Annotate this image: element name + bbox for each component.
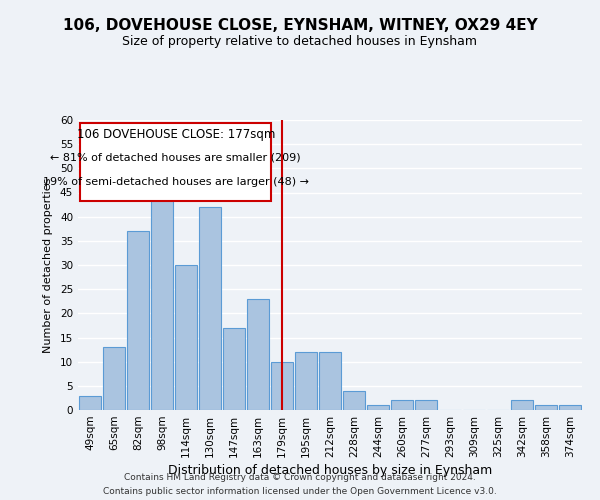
Bar xyxy=(535,405,557,410)
Bar xyxy=(151,178,173,410)
Bar xyxy=(223,328,245,410)
Bar xyxy=(343,390,365,410)
Bar xyxy=(103,347,125,410)
FancyBboxPatch shape xyxy=(80,123,271,201)
X-axis label: Distribution of detached houses by size in Eynsham: Distribution of detached houses by size … xyxy=(168,464,492,477)
Bar xyxy=(319,352,341,410)
Bar xyxy=(127,231,149,410)
Text: 19% of semi-detached houses are larger (48) →: 19% of semi-detached houses are larger (… xyxy=(43,176,309,186)
Text: 106 DOVEHOUSE CLOSE: 177sqm: 106 DOVEHOUSE CLOSE: 177sqm xyxy=(77,128,275,140)
Text: Size of property relative to detached houses in Eynsham: Size of property relative to detached ho… xyxy=(122,35,478,48)
Bar xyxy=(511,400,533,410)
Bar xyxy=(415,400,437,410)
Bar xyxy=(79,396,101,410)
Bar xyxy=(559,405,581,410)
Bar xyxy=(391,400,413,410)
Bar xyxy=(271,362,293,410)
Y-axis label: Number of detached properties: Number of detached properties xyxy=(43,178,53,352)
Bar xyxy=(199,207,221,410)
Text: 106, DOVEHOUSE CLOSE, EYNSHAM, WITNEY, OX29 4EY: 106, DOVEHOUSE CLOSE, EYNSHAM, WITNEY, O… xyxy=(62,18,538,32)
Bar xyxy=(295,352,317,410)
Text: Contains public sector information licensed under the Open Government Licence v3: Contains public sector information licen… xyxy=(103,486,497,496)
Bar xyxy=(247,299,269,410)
Text: ← 81% of detached houses are smaller (209): ← 81% of detached houses are smaller (20… xyxy=(50,153,301,163)
Bar xyxy=(175,265,197,410)
Bar xyxy=(367,405,389,410)
Text: Contains HM Land Registry data © Crown copyright and database right 2024.: Contains HM Land Registry data © Crown c… xyxy=(124,473,476,482)
